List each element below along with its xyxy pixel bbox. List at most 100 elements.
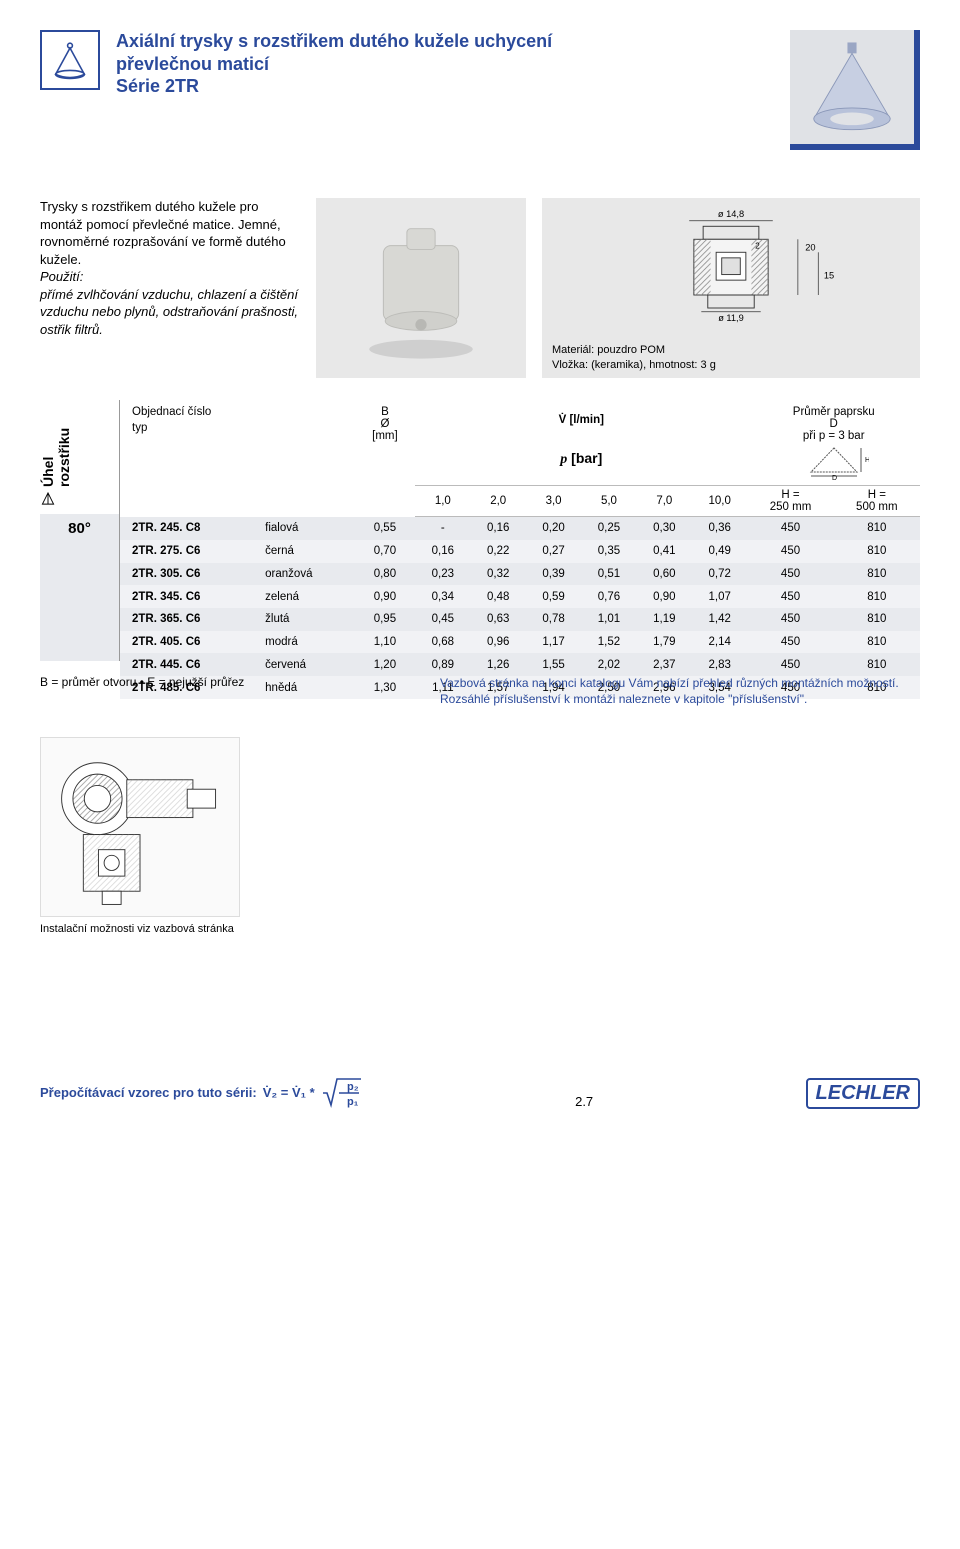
conversion-formula: Přepočítávací vzorec pro tuto sérii: V̇₂…: [40, 1075, 363, 1109]
color-name: černá: [259, 540, 355, 563]
pressure-col: 5,0: [581, 486, 636, 517]
flow-val: 0,41: [637, 540, 692, 563]
svg-text:p₂: p₂: [347, 1081, 359, 1093]
svg-text:15: 15: [824, 270, 834, 280]
d500: 810: [834, 585, 920, 608]
table-row: 2TR. 305. C6oranžová0,800,230,320,390,51…: [120, 563, 920, 586]
val-B: 0,90: [355, 585, 415, 608]
color-name: oranžová: [259, 563, 355, 586]
val-1_0: 0,16: [415, 540, 470, 563]
flow-val: 1,42: [692, 608, 747, 631]
d500: 810: [834, 517, 920, 540]
pressure-col: 3,0: [526, 486, 581, 517]
d500: 810: [834, 563, 920, 586]
flow-val: 0,35: [581, 540, 636, 563]
table-row: 2TR. 345. C6zelená0,900,340,480,590,760,…: [120, 585, 920, 608]
order-code: 2TR. 275. C6: [120, 540, 259, 563]
dim-top-label: ø 14,8: [718, 209, 744, 219]
order-code: 2TR. 345. C6: [120, 585, 259, 608]
table-row: 2TR. 405. C6modrá1,100,680,961,171,521,7…: [120, 631, 920, 654]
d250: 450: [747, 631, 833, 654]
beam-diam-header: Průměr paprsku: [753, 406, 914, 418]
material-line2: Vložka: (keramika), hmotnost: 3 g: [552, 359, 716, 371]
install-drawing: [40, 737, 240, 917]
flow-val: 0,22: [471, 540, 526, 563]
svg-text:20: 20: [805, 242, 815, 252]
d500: 810: [834, 631, 920, 654]
product-category-icon: [40, 30, 100, 90]
order-code: 2TR. 245. C8: [120, 517, 259, 540]
flow-val: 0,27: [526, 540, 581, 563]
spray-angle-value: 80°: [40, 514, 119, 661]
val-B: 0,95: [355, 608, 415, 631]
flow-header: V̇ [l/min]: [415, 400, 747, 436]
table-row: 2TR. 275. C6černá0,700,160,220,270,350,4…: [120, 540, 920, 563]
flow-val: 1,17: [526, 631, 581, 654]
col-order-header: Objednací číslo: [132, 406, 349, 418]
pressure-col: 7,0: [637, 486, 692, 517]
flow-val: 2,14: [692, 631, 747, 654]
brand-logo: LECHLER: [806, 1078, 920, 1109]
val-1_0: 0,45: [415, 608, 470, 631]
install-caption: Instalační možnosti viz vazbová stránka: [40, 923, 300, 935]
flow-val: 0,59: [526, 585, 581, 608]
svg-text:ø 11,9: ø 11,9: [718, 313, 744, 323]
val-1_0: 0,89: [415, 653, 470, 676]
flow-val: 0,76: [581, 585, 636, 608]
flow-val: 0,39: [526, 563, 581, 586]
flow-val: 1,55: [526, 653, 581, 676]
flow-val: 0,25: [581, 517, 636, 540]
pressure-col: 1,0: [415, 486, 470, 517]
flow-val: 2,37: [637, 653, 692, 676]
flow-val: 1,79: [637, 631, 692, 654]
spray-pattern-icon: [790, 30, 920, 150]
page-number: 2.7: [575, 1094, 593, 1109]
svg-text:D: D: [832, 475, 837, 480]
flow-val: 0,96: [471, 631, 526, 654]
val-1_0: -: [415, 517, 470, 540]
order-code: 2TR. 365. C6: [120, 608, 259, 631]
page-title: Axiální trysky s rozstřikem dutého kužel…: [116, 30, 774, 98]
d250: 450: [747, 517, 833, 540]
flow-val: 0,72: [692, 563, 747, 586]
flow-val: 0,49: [692, 540, 747, 563]
d250: 450: [747, 653, 833, 676]
col-type-header: typ: [132, 422, 349, 434]
pressure-col: 10,0: [692, 486, 747, 517]
order-code: 2TR. 405. C6: [120, 631, 259, 654]
val-B: 0,70: [355, 540, 415, 563]
legend-left: B = průměr otvoru • E = nejužší průřez: [40, 675, 244, 707]
flow-val: 2,83: [692, 653, 747, 676]
flow-val: 0,63: [471, 608, 526, 631]
h250-col: H =250 mm: [747, 486, 833, 517]
flow-val: 1,01: [581, 608, 636, 631]
table-row: 2TR. 245. C8fialová0,55-0,160,200,250,30…: [120, 517, 920, 540]
flow-val: 0,78: [526, 608, 581, 631]
flow-val: 0,48: [471, 585, 526, 608]
flow-val: 0,20: [526, 517, 581, 540]
svg-text:p₁: p₁: [347, 1096, 359, 1108]
val-1_0: 0,68: [415, 631, 470, 654]
legend-right: Vazbová stránka na konci katalogu Vám na…: [440, 675, 920, 707]
flow-val: 2,02: [581, 653, 636, 676]
technical-drawing: ø 14,8 ø 11,9 20 15 2: [542, 198, 920, 378]
d250: 450: [747, 608, 833, 631]
order-code: 2TR. 445. C6: [120, 653, 259, 676]
flow-val: 1,07: [692, 585, 747, 608]
flow-val: 0,36: [692, 517, 747, 540]
flow-val: 0,30: [637, 517, 692, 540]
d500: 810: [834, 653, 920, 676]
product-description: Trysky s rozstřikem dutého kužele pro mo…: [40, 198, 300, 338]
svg-text:H: H: [865, 457, 869, 464]
color-name: červená: [259, 653, 355, 676]
d500: 810: [834, 540, 920, 563]
order-code: 2TR. 305. C6: [120, 563, 259, 586]
spec-table: Objednací číslo typ B Ø [mm] V̇ [l/min] …: [120, 400, 920, 699]
color-name: hnědá: [259, 676, 355, 699]
val-B: 0,80: [355, 563, 415, 586]
table-row: 2TR. 365. C6žlutá0,950,450,630,781,011,1…: [120, 608, 920, 631]
val-B: 1,10: [355, 631, 415, 654]
flow-val: 1,19: [637, 608, 692, 631]
h500-col: H =500 mm: [834, 486, 920, 517]
spray-angle-header: Úhel rozstřiku: [40, 400, 119, 514]
